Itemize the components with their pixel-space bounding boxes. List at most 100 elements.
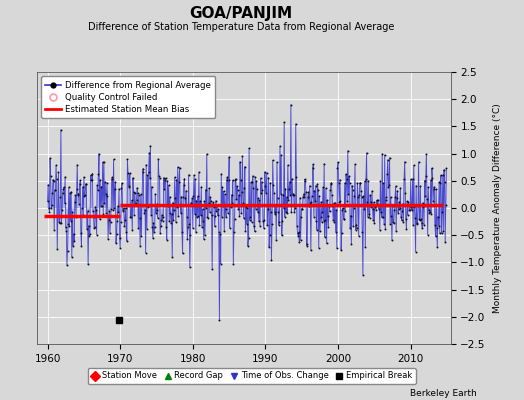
Point: [52, 162, 60, 169]
Point: [212, 198, 220, 204]
Point: [349, 223, 357, 229]
Point: [127, 197, 136, 204]
Point: [115, 234, 124, 241]
Point: [372, 207, 380, 213]
Point: [410, 162, 418, 168]
Point: [417, 215, 425, 222]
Point: [106, 230, 114, 236]
Point: [102, 191, 110, 197]
Point: [161, 175, 170, 182]
Point: [317, 198, 325, 205]
Point: [438, 230, 446, 236]
Point: [321, 234, 329, 240]
Point: [380, 220, 388, 227]
Point: [246, 216, 254, 223]
Point: [370, 220, 378, 226]
Point: [271, 202, 280, 208]
Point: [51, 187, 60, 194]
Point: [241, 228, 249, 235]
Point: [192, 229, 200, 235]
Point: [109, 207, 117, 214]
Point: [184, 224, 192, 230]
Point: [311, 198, 319, 204]
Point: [160, 174, 168, 181]
Point: [390, 207, 399, 214]
Point: [215, 316, 224, 323]
Point: [118, 180, 126, 186]
Point: [181, 195, 189, 201]
Point: [356, 180, 365, 186]
Point: [416, 183, 424, 189]
Point: [428, 175, 436, 181]
Point: [200, 236, 208, 242]
Point: [86, 172, 95, 178]
Point: [204, 215, 212, 221]
Point: [352, 226, 360, 233]
Point: [52, 176, 61, 182]
Point: [302, 243, 311, 249]
Point: [141, 250, 150, 256]
Point: [332, 229, 340, 235]
Point: [277, 152, 286, 158]
Point: [68, 254, 76, 260]
Point: [401, 190, 409, 196]
Point: [138, 202, 146, 208]
Point: [153, 201, 161, 207]
Point: [409, 222, 417, 229]
Point: [290, 208, 299, 215]
Point: [402, 216, 410, 222]
Point: [256, 222, 264, 229]
Point: [80, 174, 88, 180]
Point: [428, 165, 436, 171]
Point: [337, 229, 346, 236]
Point: [144, 203, 152, 210]
Point: [399, 200, 407, 207]
Point: [208, 266, 216, 272]
Point: [412, 221, 421, 227]
Point: [296, 194, 304, 201]
Point: [143, 226, 151, 232]
Point: [235, 192, 243, 198]
Point: [157, 217, 166, 223]
Point: [359, 193, 368, 199]
Point: [178, 229, 186, 236]
Point: [154, 156, 162, 162]
Point: [414, 203, 422, 209]
Point: [305, 182, 314, 189]
Point: [289, 190, 298, 197]
Point: [224, 177, 233, 183]
Point: [86, 231, 94, 238]
Point: [327, 179, 335, 186]
Point: [217, 213, 226, 220]
Point: [305, 203, 313, 209]
Point: [384, 156, 392, 163]
Point: [119, 205, 128, 211]
Point: [430, 186, 438, 193]
Point: [236, 159, 244, 165]
Point: [225, 224, 234, 231]
Point: [130, 189, 139, 196]
Point: [286, 178, 294, 185]
Point: [61, 174, 69, 180]
Point: [156, 230, 165, 236]
Point: [48, 190, 57, 196]
Point: [169, 217, 178, 224]
Point: [395, 199, 403, 205]
Point: [164, 203, 172, 209]
Point: [385, 182, 393, 188]
Point: [405, 202, 413, 208]
Point: [403, 198, 411, 204]
Point: [356, 180, 364, 186]
Point: [84, 261, 92, 268]
Point: [143, 172, 151, 178]
Point: [236, 176, 245, 183]
Point: [89, 208, 97, 214]
Point: [100, 200, 108, 206]
Point: [367, 199, 375, 206]
Point: [75, 181, 84, 188]
Point: [189, 193, 198, 199]
Point: [282, 194, 291, 200]
Point: [405, 207, 413, 213]
Point: [88, 170, 96, 177]
Point: [414, 159, 423, 165]
